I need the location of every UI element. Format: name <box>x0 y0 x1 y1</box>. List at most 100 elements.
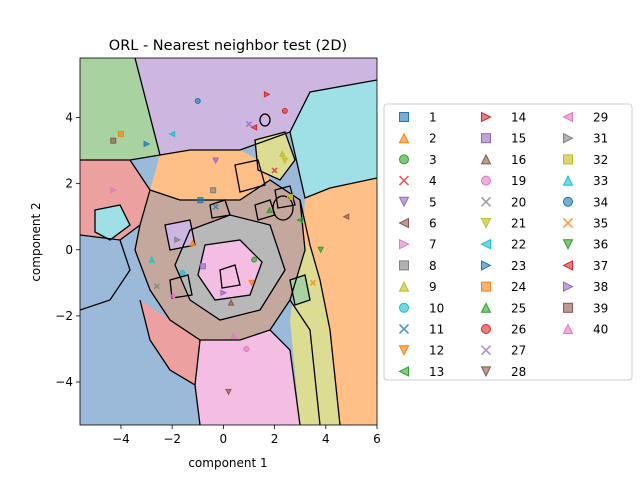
boundary <box>259 113 271 127</box>
legend-marker-38 <box>563 281 574 292</box>
data-point-class-16 <box>227 299 235 306</box>
region-bottom <box>195 330 300 425</box>
legend-label-21: 21 <box>511 217 526 231</box>
data-point-class-3 <box>251 256 258 263</box>
legend-label-5: 5 <box>429 195 437 209</box>
data-point-class-29 <box>168 292 176 300</box>
region-top <box>135 58 377 155</box>
legend-marker-21 <box>480 218 492 229</box>
legend-marker-22 <box>480 238 491 250</box>
legend: 1234567891011121314151619202122232425262… <box>383 103 633 381</box>
boundary <box>209 199 231 219</box>
legend-marker-28 <box>480 366 492 378</box>
data-point-class-25 <box>266 206 273 214</box>
legend-label-1: 1 <box>429 111 437 125</box>
data-point-class-21 <box>281 157 289 165</box>
data-point-class-10 <box>179 269 186 276</box>
boundary <box>80 58 161 161</box>
data-point-class-23 <box>143 140 151 148</box>
legend-label-32: 32 <box>593 153 608 167</box>
data-point-class-8 <box>210 187 217 194</box>
legend-marker-40 <box>562 323 574 334</box>
boundary <box>197 239 263 301</box>
legend-marker-4 <box>398 175 410 186</box>
data-point-class-20 <box>153 283 160 290</box>
region-small-purple <box>165 220 195 250</box>
y-tick-label: 2 <box>65 177 73 191</box>
data-point-class-11 <box>212 203 219 210</box>
legend-marker-7 <box>399 238 410 250</box>
y-axis-label: component 2 <box>29 202 43 281</box>
boundary <box>299 199 341 425</box>
legend-marker-35 <box>562 217 574 229</box>
data-point-class-35 <box>309 279 317 286</box>
boundary <box>169 274 193 299</box>
region-left-lower <box>80 235 130 310</box>
legend-label-11: 11 <box>429 323 444 337</box>
legend-label-25: 25 <box>511 301 526 315</box>
legend-label-15: 15 <box>511 132 526 146</box>
legend-marker-29 <box>562 111 573 123</box>
legend-marker-26 <box>481 324 491 334</box>
data-point-class-4 <box>271 167 278 174</box>
boundary <box>134 179 306 341</box>
boundary <box>269 329 301 425</box>
chart-title: ORL - Nearest neighbor test (2D) <box>109 38 347 54</box>
legend-marker-13 <box>398 366 409 377</box>
legend-label-31: 31 <box>593 132 608 146</box>
legend-label-7: 7 <box>429 238 437 252</box>
legend-label-33: 33 <box>593 174 608 188</box>
legend-label-10: 10 <box>429 301 444 315</box>
data-point-class-15 <box>199 263 206 270</box>
legend-marker-33 <box>562 174 574 186</box>
legend-marker-2 <box>398 132 410 144</box>
data-point-class-14 <box>263 91 271 98</box>
data-point-class-2 <box>189 239 196 247</box>
legend-label-20: 20 <box>511 195 526 209</box>
legend-marker-16 <box>480 153 492 165</box>
legend-label-3: 3 <box>429 153 437 167</box>
region-mid-right <box>255 132 295 180</box>
data-point-class-19 <box>243 345 250 352</box>
legend-label-39: 39 <box>593 301 608 315</box>
legend-marker-32 <box>563 154 573 165</box>
y-tick-label: 4 <box>65 111 73 125</box>
data-point-class-36 <box>317 246 324 254</box>
boundary <box>234 159 266 193</box>
legend-label-29: 29 <box>593 111 608 125</box>
boundary <box>289 274 311 306</box>
legend-label-2: 2 <box>429 132 437 146</box>
legend-label-23: 23 <box>511 259 526 273</box>
data-point-class-34 <box>194 97 201 104</box>
x-tick-label: −4 <box>112 432 130 446</box>
data-point-class-27 <box>245 121 253 128</box>
legend-marker-9 <box>398 280 410 292</box>
plot-frame <box>79 57 378 426</box>
legend-marker-36 <box>562 239 574 250</box>
legend-marker-6 <box>398 217 409 229</box>
legend-label-13: 13 <box>429 365 444 379</box>
legend-label-37: 37 <box>593 259 608 273</box>
data-point-class-22 <box>168 130 176 138</box>
data-point-class-28 <box>225 388 232 396</box>
legend-marker-37 <box>562 260 573 271</box>
legend-marker-24 <box>481 281 491 292</box>
legend-label-34: 34 <box>593 195 608 209</box>
legend-label-40: 40 <box>593 323 608 337</box>
boundary <box>254 131 296 181</box>
legend-label-24: 24 <box>511 280 526 294</box>
legend-label-35: 35 <box>593 217 608 231</box>
data-point-class-40 <box>230 332 237 339</box>
region-center-3 <box>198 240 262 300</box>
legend-label-8: 8 <box>429 259 437 273</box>
data-point-class-31 <box>174 236 181 244</box>
data-point-class-32 <box>286 193 293 200</box>
legend-label-28: 28 <box>511 365 526 379</box>
region-top-left <box>80 58 160 160</box>
legend-marker-10 <box>399 302 409 313</box>
x-tick-label: 0 <box>220 432 228 446</box>
data-point-class-38 <box>220 289 227 297</box>
legend-marker-23 <box>481 260 492 271</box>
data-point-class-37 <box>250 124 258 131</box>
